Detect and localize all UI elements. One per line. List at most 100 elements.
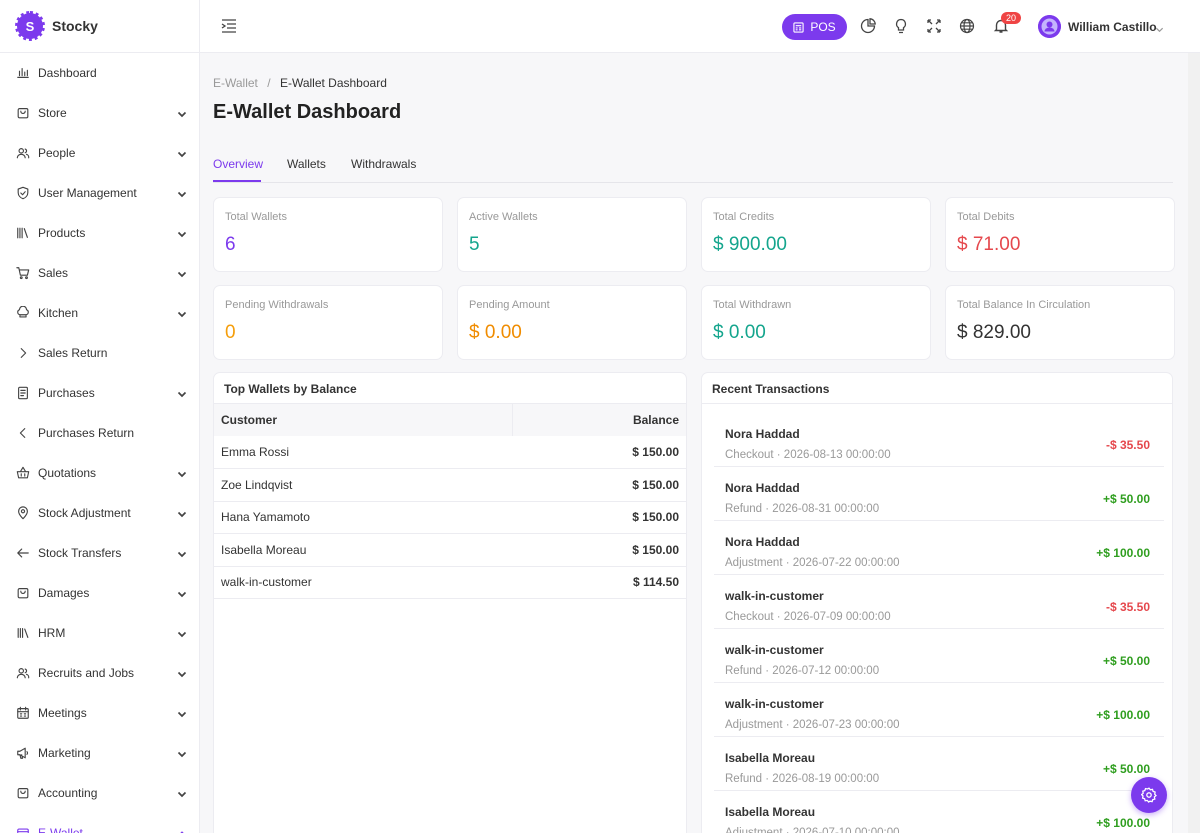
chevron-down-icon[interactable] xyxy=(177,588,187,598)
sidebar-item-damages[interactable]: Damages xyxy=(0,573,199,613)
megaphone-icon xyxy=(16,746,30,760)
chevron-down-icon[interactable] xyxy=(177,548,187,558)
sidebar-item-e-wallet[interactable]: E-Wallet xyxy=(0,813,199,833)
sidebar-item-user-management[interactable]: User Management xyxy=(0,173,199,213)
top-wallets-title: Top Wallets by Balance xyxy=(214,373,686,404)
chevron-down-icon[interactable] xyxy=(177,388,187,398)
library-icon xyxy=(16,626,30,640)
tab-active-indicator xyxy=(213,180,261,182)
sidebar-item-purchases-return[interactable]: Purchases Return xyxy=(0,413,199,453)
tab-withdrawals[interactable]: Withdrawals xyxy=(351,157,417,171)
fullscreen-icon[interactable] xyxy=(926,18,942,34)
menu-toggle-icon[interactable] xyxy=(221,18,237,34)
customer-cell: Zoe Lindqvist xyxy=(214,468,513,502)
table-row[interactable]: Hana Yamamoto $ 150.00 xyxy=(214,501,686,534)
recent-transactions-panel: Recent Transactions Nora Haddad Checkout … xyxy=(701,372,1173,833)
customer-cell: Hana Yamamoto xyxy=(214,501,513,534)
list-item[interactable]: Isabella Moreau Refund · 2026-08-19 00:00… xyxy=(714,737,1164,791)
avatar[interactable] xyxy=(1038,15,1061,38)
list-item[interactable]: Nora Haddad Checkout · 2026-08-13 00:00:0… xyxy=(714,413,1164,467)
chevron-down-icon[interactable] xyxy=(177,228,187,238)
stat-value: $ 0.00 xyxy=(713,322,766,343)
sidebar-item-quotations[interactable]: Quotations xyxy=(0,453,199,493)
sidebar-item-hrm[interactable]: HRM xyxy=(0,613,199,653)
pie-chart-icon[interactable] xyxy=(860,18,876,34)
sidebar-item-recruits-and-jobs[interactable]: Recruits and Jobs xyxy=(0,653,199,693)
chevron-right-icon xyxy=(16,346,30,360)
stat-value: $ 900.00 xyxy=(713,234,787,255)
globe-icon[interactable] xyxy=(959,18,975,34)
list-item[interactable]: walk-in-customer Checkout · 2026-07-09 00… xyxy=(714,575,1164,629)
top-bar: POS 20 William Castillo xyxy=(200,0,1200,53)
sidebar-item-label: Accounting xyxy=(38,786,98,800)
chevron-down-icon[interactable] xyxy=(177,148,187,158)
chevron-down-icon[interactable] xyxy=(1155,23,1164,33)
sidebar-item-label: HRM xyxy=(38,626,66,640)
list-item[interactable]: walk-in-customer Refund · 2026-07-12 00:0… xyxy=(714,629,1164,683)
sidebar-item-label: Dashboard xyxy=(38,66,97,80)
table-row[interactable]: Emma Rossi $ 150.00 xyxy=(214,436,686,469)
tab-overview[interactable]: Overview xyxy=(213,157,264,171)
sidebar-item-sales[interactable]: Sales xyxy=(0,253,199,293)
transaction-amount: +$ 50.00 xyxy=(1102,762,1150,776)
sidebar-item-dashboard[interactable]: Dashboard xyxy=(0,53,199,93)
stat-value: 0 xyxy=(225,322,236,343)
chevron-down-icon[interactable] xyxy=(177,668,187,678)
breadcrumb-parent[interactable]: E-Wallet xyxy=(213,76,258,90)
customer-cell: Isabella Moreau xyxy=(214,533,513,567)
sidebar-item-label: Stock Adjustment xyxy=(38,506,131,520)
sidebar-item-purchases[interactable]: Purchases xyxy=(0,373,199,413)
stat-label: Pending Withdrawals xyxy=(225,299,329,311)
list-item[interactable]: Isabella Moreau Adjustment · 2026-07-10 0… xyxy=(714,791,1164,833)
table-row[interactable]: Isabella Moreau $ 150.00 xyxy=(214,533,686,567)
sidebar-item-store[interactable]: Store xyxy=(0,93,199,133)
page-scrollbar[interactable] xyxy=(1188,53,1200,833)
chevron-down-icon[interactable] xyxy=(177,268,187,278)
transaction-customer: walk-in-customer xyxy=(725,589,824,603)
chevron-down-icon[interactable] xyxy=(177,308,187,318)
chevron-down-icon[interactable] xyxy=(177,708,187,718)
sidebar-item-kitchen[interactable]: Kitchen xyxy=(0,293,199,333)
table-row[interactable]: Zoe Lindqvist $ 150.00 xyxy=(214,468,686,502)
arrow-left-icon xyxy=(16,546,30,560)
user-name[interactable]: William Castillo xyxy=(1068,20,1157,34)
sidebar-item-marketing[interactable]: Marketing xyxy=(0,733,199,773)
chevron-down-icon[interactable] xyxy=(177,468,187,478)
lightbulb-icon[interactable] xyxy=(893,18,909,34)
sidebar-item-label: Purchases xyxy=(38,386,95,400)
stat-label: Total Withdrawn xyxy=(713,299,792,311)
chevron-up-icon[interactable] xyxy=(177,828,187,833)
chevron-down-icon[interactable] xyxy=(177,508,187,518)
transaction-customer: walk-in-customer xyxy=(725,697,824,711)
column-header-balance[interactable]: Balance xyxy=(512,404,686,436)
sidebar-item-people[interactable]: People xyxy=(0,133,199,173)
list-item[interactable]: Nora Haddad Refund · 2026-08-31 00:00:00 +… xyxy=(714,467,1164,521)
stat-value: 5 xyxy=(469,234,480,255)
cart-icon xyxy=(16,266,30,280)
table-row[interactable]: walk-in-customer $ 114.50 xyxy=(214,566,686,599)
sidebar-item-stock-transfers[interactable]: Stock Transfers xyxy=(0,533,199,573)
list-item[interactable]: Nora Haddad Adjustment · 2026-07-22 00:00… xyxy=(714,521,1164,575)
settings-button[interactable] xyxy=(1131,777,1167,813)
tab-wallets[interactable]: Wallets xyxy=(287,157,326,171)
sidebar-item-sales-return[interactable]: Sales Return xyxy=(0,333,199,373)
transaction-customer: Isabella Moreau xyxy=(725,805,816,819)
sidebar-item-products[interactable]: Products xyxy=(0,213,199,253)
sidebar-item-meetings[interactable]: Meetings xyxy=(0,693,199,733)
list-item[interactable]: walk-in-customer Adjustment · 2026-07-23 … xyxy=(714,683,1164,737)
books-icon xyxy=(16,226,30,240)
sidebar-nav: Dashboard Store People User Management Produ… xyxy=(0,53,199,833)
chevron-down-icon[interactable] xyxy=(177,108,187,118)
chevron-down-icon[interactable] xyxy=(177,748,187,758)
sidebar-item-stock-adjustment[interactable]: Stock Adjustment xyxy=(0,493,199,533)
sidebar-item-accounting[interactable]: Accounting xyxy=(0,773,199,813)
transaction-customer: Nora Haddad xyxy=(725,535,800,549)
brand[interactable]: S Stocky xyxy=(0,0,199,53)
chevron-down-icon[interactable] xyxy=(177,788,187,798)
pos-button[interactable]: POS xyxy=(782,14,847,40)
gear-icon xyxy=(1141,787,1157,803)
column-header-customer[interactable]: Customer xyxy=(214,404,514,436)
pos-icon xyxy=(793,21,804,33)
chevron-down-icon[interactable] xyxy=(177,628,187,638)
chevron-down-icon[interactable] xyxy=(177,188,187,198)
